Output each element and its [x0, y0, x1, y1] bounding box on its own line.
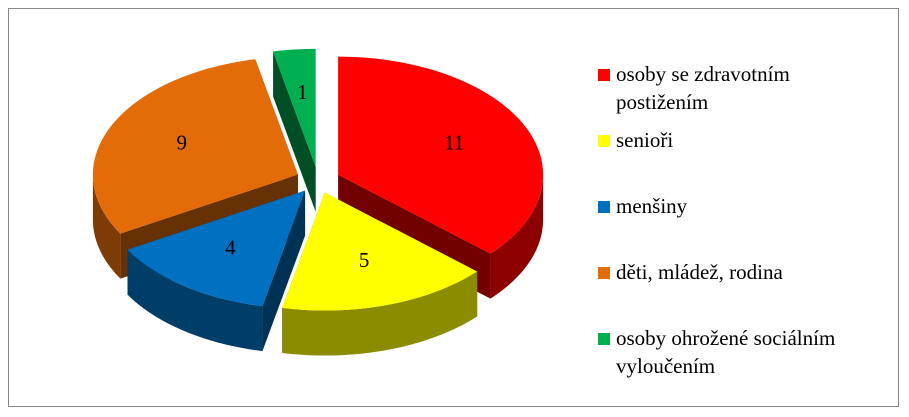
legend-label: osoby se zdravotním postižením: [616, 62, 790, 114]
slice: [338, 56, 544, 254]
chart-frame: [8, 8, 899, 407]
data-label: 5: [359, 248, 370, 272]
legend-label: osoby ohrožené sociálním vyloučením: [616, 326, 836, 378]
legend-label: děti, mládež, rodina: [616, 260, 783, 284]
data-label: 4: [225, 236, 236, 260]
slice: [282, 192, 478, 311]
legend-item: děti, mládež, rodina: [598, 258, 868, 324]
legend-item: senioři: [598, 126, 868, 192]
legend-swatch: [598, 69, 610, 81]
legend-label: senioři: [616, 128, 674, 152]
slice-side: [92, 174, 121, 279]
data-label: 9: [177, 131, 188, 155]
legend-item: osoby ohrožené sociálním vyloučením: [598, 324, 868, 390]
slice-side: [127, 249, 263, 352]
legend: osoby se zdravotním postižením senioři men…: [598, 60, 868, 390]
legend-item: osoby se zdravotním postižením: [598, 60, 868, 126]
legend-swatch: [598, 201, 610, 213]
slice-wall: [273, 51, 316, 212]
legend-swatch: [598, 135, 610, 147]
data-label: 11: [444, 131, 464, 155]
slice-side: [490, 174, 544, 299]
legend-swatch: [598, 333, 610, 345]
slice: [127, 190, 306, 307]
slice-side: [282, 271, 478, 356]
legend-label: menšiny: [616, 194, 688, 218]
data-label: 1: [297, 80, 308, 104]
slice: [273, 48, 316, 167]
legend-swatch: [598, 267, 610, 279]
slice: [92, 59, 298, 234]
legend-item: menšiny: [598, 192, 868, 258]
